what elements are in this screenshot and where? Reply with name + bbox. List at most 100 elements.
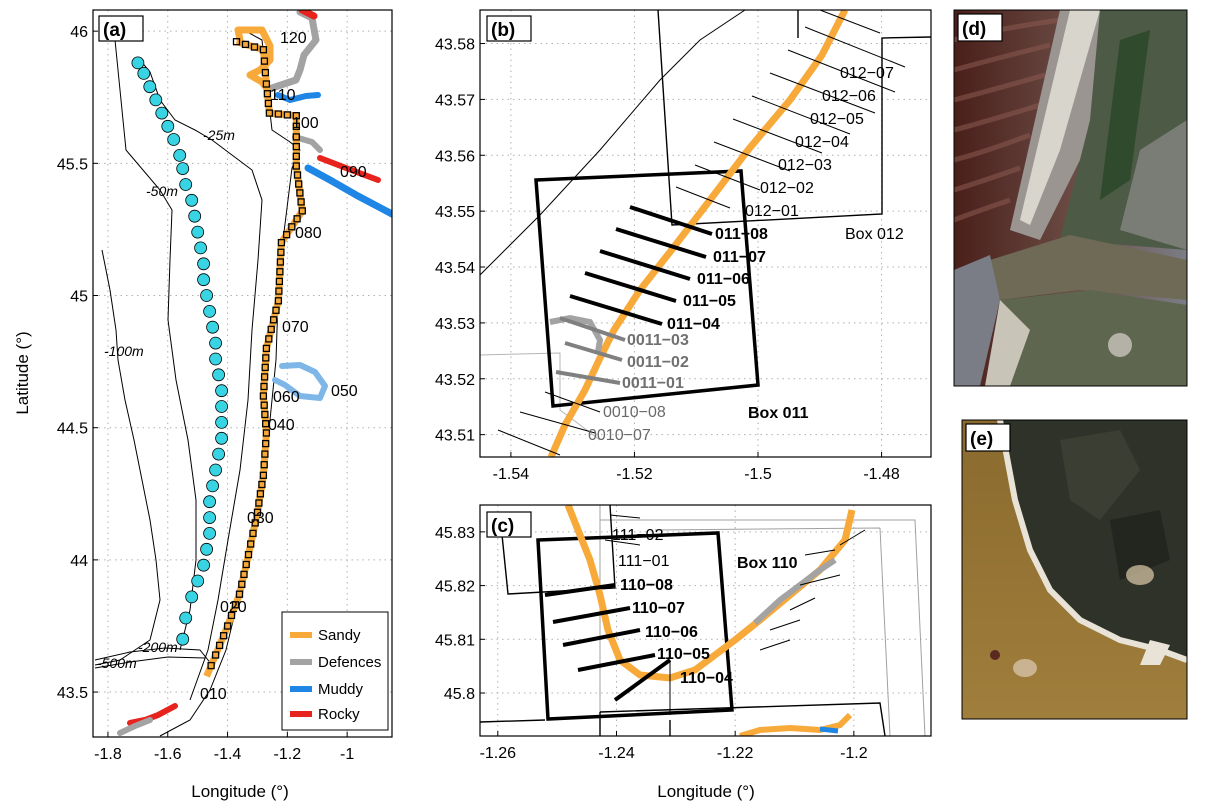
box-marker-24 — [288, 223, 296, 231]
box-marker-10 — [274, 110, 283, 118]
box-marker-44 — [261, 410, 269, 419]
profile-lines-0010 — [497, 391, 601, 456]
box-label-090: 090 — [340, 164, 367, 181]
xtick-label-a-2: -1.4 — [214, 746, 242, 763]
xtick-label-a-0: -1.8 — [94, 746, 122, 763]
profile-lines-011 — [569, 205, 713, 326]
box-marker-26 — [277, 238, 286, 247]
offshore-point-4 — [155, 106, 169, 120]
box-marker-22 — [298, 207, 306, 215]
panel-b-ticks: -1.54 -1.52 -1.5 -1.48 43.51 43.52 43.53 43.54 4… — [435, 37, 900, 483]
muddy-shoreline-c — [819, 726, 839, 734]
ytick-label-b-2: 43.53 — [435, 316, 475, 333]
offshore-point-24 — [215, 415, 229, 429]
panel-b-label-box — [486, 15, 532, 42]
profile-lines-thin-c — [604, 514, 866, 715]
offshore-point-29 — [203, 495, 217, 509]
box-marker-18 — [293, 171, 302, 179]
profile-0011-02: 0011−02 — [627, 354, 689, 371]
box-marker-8 — [264, 99, 273, 108]
muddy-segment-1 — [275, 92, 321, 104]
panel-a-ticks: -1.8 -1.6 -1.4 -1.2 -1 43.5 44 44.5 45 45.5 46 — [57, 24, 355, 763]
legend-label-defences: Defences — [318, 654, 381, 671]
panel-a: -25m -50m -100m -200m -500m 120 110 100 … — [13, 9, 393, 801]
box-marker-4 — [260, 57, 269, 65]
xtick-label-a-4: -1 — [340, 746, 354, 763]
box-marker-59 — [242, 560, 250, 569]
grey-boxes — [599, 505, 926, 736]
panel-e-label: (e) — [970, 429, 993, 450]
panel-c-frame — [479, 504, 932, 737]
box-marker-42 — [259, 392, 268, 400]
isobath-200m — [94, 647, 213, 666]
box-marker-60 — [240, 570, 248, 579]
box-label-110: 110 — [270, 87, 296, 104]
profile-110-04: 110−04 — [680, 670, 733, 687]
profile-110-06: 110−06 — [645, 624, 698, 641]
ytick-label-a-4: 45.5 — [57, 156, 88, 173]
panel-a-label: (a) — [103, 20, 126, 41]
satellite-d-frame — [953, 9, 1188, 387]
box-marker-61 — [238, 580, 246, 588]
legend-label-muddy: Muddy — [318, 681, 364, 698]
box-marker-32 — [274, 297, 283, 305]
isobath-label-25m: -25m — [203, 127, 235, 143]
defences-segment-south — [117, 717, 153, 736]
ytick-label-a-0: 43.5 — [57, 685, 88, 702]
offshore-point-36 — [179, 611, 193, 625]
box-marker-55 — [251, 519, 259, 527]
xtick-label-a-3: -1.2 — [274, 746, 302, 763]
panel-c-label: (c) — [491, 516, 514, 537]
isobath-label-200m: -200m — [138, 639, 178, 655]
profile-0011-01: 0011−01 — [622, 375, 684, 392]
isobath-25m — [139, 59, 263, 701]
panel-a-box-labels: 120 110 100 090 080 070 060 050 040 030 … — [200, 30, 367, 703]
offshore-point-35 — [185, 590, 199, 604]
box-marker-52 — [256, 490, 265, 498]
box-marker-31 — [275, 287, 283, 295]
ytick-label-b-7: 43.58 — [435, 37, 475, 54]
box-marker-45 — [262, 420, 270, 428]
profile-lines-0011 — [555, 316, 626, 385]
panel-a-label-box — [98, 15, 144, 42]
box-marker-49 — [260, 461, 268, 469]
box-marker-47 — [262, 439, 270, 448]
offshore-point-6 — [167, 133, 181, 146]
box-011-outline — [534, 169, 760, 408]
box-marker-57 — [247, 540, 255, 548]
ytick-label-a-2: 44.5 — [57, 421, 88, 438]
panel-d-label: (d) — [962, 19, 986, 40]
box-marker-68 — [211, 651, 220, 659]
offshore-point-15 — [197, 273, 211, 287]
ytick-label-c-0: 45.8 — [444, 686, 475, 703]
profile-012-04: 012−04 — [795, 134, 849, 151]
box-marker-6 — [262, 80, 271, 88]
box-marker-65 — [223, 622, 232, 630]
profile-011-05: 011−05 — [683, 293, 736, 310]
sandy-segment-north — [234, 26, 274, 94]
box-marker-39 — [261, 363, 269, 372]
offshore-point-11 — [188, 209, 202, 223]
ytick-label-b-1: 43.52 — [435, 372, 475, 389]
box-label-020: 020 — [220, 599, 247, 616]
box-marker-36 — [265, 335, 273, 343]
ytick-label-b-4: 43.55 — [435, 204, 475, 221]
offshore-point-12 — [191, 225, 205, 239]
profile-111-02: 111−02 — [612, 527, 664, 544]
panel-c-ticks: -1.26 -1.24 -1.22 -1.2 45.8 45.81 45.82 45.83 — [435, 525, 868, 762]
box-marker-7 — [263, 90, 272, 98]
offshore-point-30 — [203, 511, 217, 524]
panel-a-legend: Sandy Defences Muddy Rocky — [281, 611, 389, 731]
muddy-segment-2 — [304, 164, 392, 218]
coast-classification-track — [117, 10, 392, 736]
box-marker-21 — [297, 198, 305, 206]
profile-0010-08: 0010−08 — [603, 404, 666, 421]
xtick-label-c-1: -1.24 — [598, 745, 635, 762]
profile-110-08: 110−08 — [620, 577, 673, 594]
box-marker-27 — [277, 248, 285, 256]
panel-a-ylabel: Latitude (°) — [13, 331, 32, 414]
offshore-point-0 — [131, 56, 145, 70]
panel-c-xlabel: Longitude (°) — [657, 782, 755, 801]
panel-a-xlabel: Longitude (°) — [191, 782, 289, 801]
box-marker-38 — [262, 354, 270, 362]
